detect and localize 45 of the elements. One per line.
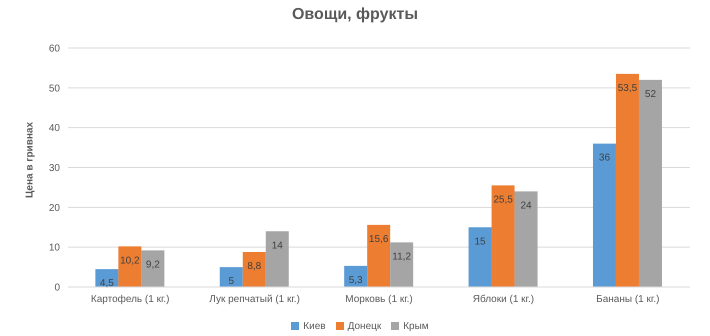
data-label: 25,5 bbox=[493, 194, 514, 206]
bar bbox=[266, 231, 289, 287]
bar bbox=[390, 242, 414, 287]
bar bbox=[592, 144, 616, 287]
data-label: 11,2 bbox=[392, 251, 412, 262]
legend-label: Крым bbox=[403, 321, 429, 332]
data-label: 14 bbox=[272, 240, 284, 252]
legend-label: Донецк bbox=[348, 321, 382, 332]
bar bbox=[492, 185, 515, 287]
bar bbox=[141, 250, 164, 287]
bar bbox=[638, 80, 662, 287]
x-tick-label: Лук репчатый (1 кг.) bbox=[209, 294, 300, 306]
data-label: 5,3 bbox=[348, 274, 364, 286]
chart-title: Овощи, фрукты bbox=[290, 6, 420, 24]
data-label: 53,5 bbox=[618, 82, 638, 94]
data-label: 4,5 bbox=[100, 278, 114, 290]
bar bbox=[220, 267, 243, 287]
bar bbox=[468, 227, 492, 287]
data-label: 9,2 bbox=[146, 259, 160, 270]
y-axis-title: Цена в гривнах bbox=[24, 122, 36, 198]
data-label: 24 bbox=[520, 200, 532, 212]
y-tick-label: 0 bbox=[54, 282, 60, 294]
data-label: 10,2 bbox=[120, 255, 140, 266]
data-label: 52 bbox=[644, 88, 656, 100]
data-label: 36 bbox=[598, 152, 610, 164]
data-label: 15 bbox=[474, 236, 486, 248]
bar bbox=[118, 246, 142, 287]
y-tick-label: 10 bbox=[48, 242, 60, 254]
y-tick-label: 20 bbox=[48, 202, 60, 214]
bar bbox=[514, 191, 538, 287]
x-tick-label: Морковь (1 кг.) bbox=[345, 294, 413, 306]
data-label: 8,8 bbox=[247, 261, 262, 272]
y-tick-label: 60 bbox=[48, 44, 60, 55]
bar bbox=[367, 224, 390, 287]
x-tick-label: Бананы (1 кг.) bbox=[596, 294, 660, 306]
bar bbox=[242, 252, 266, 287]
legend-label: Киев bbox=[303, 321, 326, 332]
y-tick-label: 30 bbox=[48, 163, 60, 174]
data-label: 5 bbox=[228, 276, 234, 288]
x-tick-label: Яблоки (1 кг.) bbox=[472, 294, 534, 306]
y-tick-label: 40 bbox=[48, 123, 60, 134]
y-tick-label: 50 bbox=[48, 83, 60, 94]
bar bbox=[616, 74, 639, 287]
data-label: 15,6 bbox=[368, 234, 389, 245]
x-tick-label: Картофель (1 кг.) bbox=[90, 294, 170, 306]
